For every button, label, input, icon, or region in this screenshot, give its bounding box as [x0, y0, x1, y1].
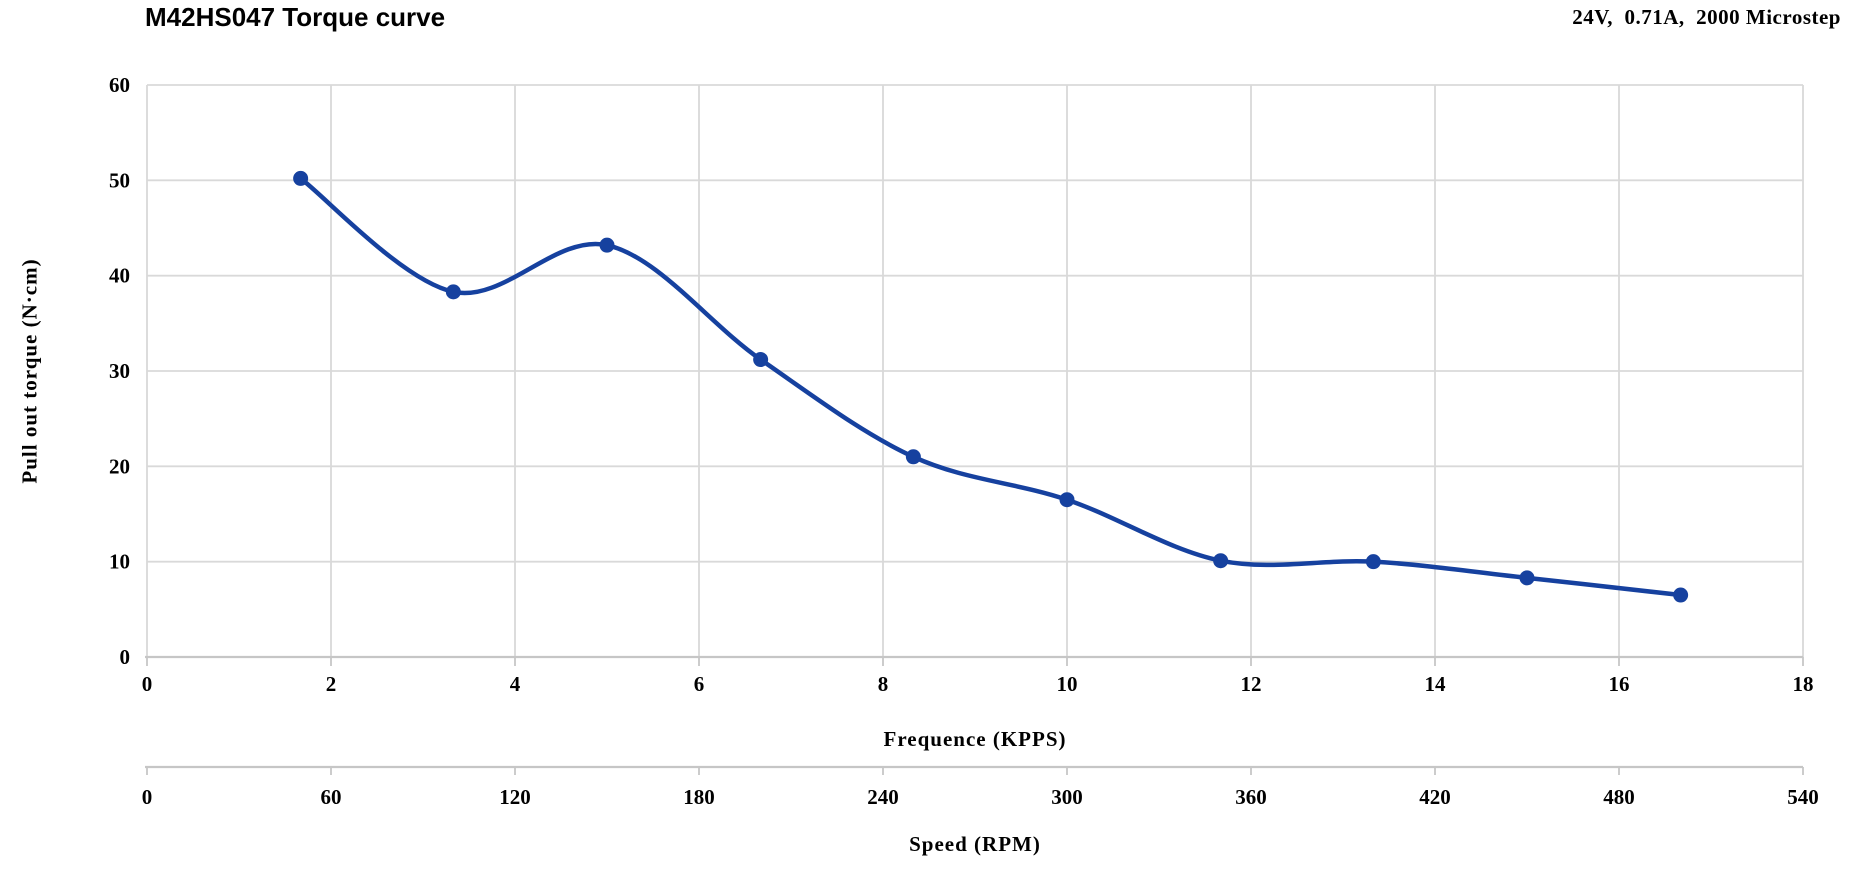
- x-axis-title-speed: Speed (RPM): [909, 832, 1041, 856]
- y-tick-label: 40: [109, 264, 130, 288]
- x-tick-label: 18: [1793, 672, 1814, 696]
- speed-tick-label: 480: [1603, 785, 1635, 809]
- x-tick-label: 4: [510, 672, 521, 696]
- speed-tick-label: 0: [142, 785, 153, 809]
- y-tick-label: 10: [109, 550, 130, 574]
- x-tick-label: 8: [878, 672, 889, 696]
- y-axis-title: Pull out torque (N·cm): [17, 258, 42, 484]
- speed-tick-label: 540: [1787, 785, 1819, 809]
- data-point-marker: [1213, 553, 1229, 569]
- torque-curve: [298, 176, 1683, 598]
- speed-tick-label: 300: [1051, 785, 1083, 809]
- speed-tick-label: 360: [1235, 785, 1267, 809]
- data-point-marker: [1365, 554, 1381, 570]
- x-tick-label: 10: [1057, 672, 1078, 696]
- x-tick-label: 6: [694, 672, 705, 696]
- data-point-marker: [1519, 570, 1535, 586]
- y-tick-label: 50: [109, 168, 130, 192]
- chart-conditions-label: 24V, 0.71A, 2000 Microstep: [1572, 5, 1841, 29]
- data-point-marker: [445, 284, 461, 300]
- speed-tick-label: 180: [683, 785, 715, 809]
- data-point-marker: [293, 170, 309, 186]
- x-tick-label: 14: [1425, 672, 1447, 696]
- chart-title: M42HS047 Torque curve: [145, 2, 446, 32]
- data-point-marker: [1673, 587, 1689, 603]
- y-tick-label: 60: [109, 73, 130, 97]
- x-tick-label: 0: [142, 672, 153, 696]
- data-point-marker: [753, 352, 769, 368]
- y-tick-label: 20: [109, 454, 130, 478]
- speed-tick-label: 420: [1419, 785, 1451, 809]
- x-tick-label: 16: [1609, 672, 1630, 696]
- x-tick-label: 12: [1241, 672, 1262, 696]
- data-point-marker: [905, 449, 921, 465]
- speed-tick-label: 60: [321, 785, 342, 809]
- data-point-marker: [1059, 492, 1075, 508]
- y-tick-label: 30: [109, 359, 130, 383]
- y-tick-label: 0: [120, 645, 131, 669]
- data-point-marker: [599, 237, 615, 253]
- speed-tick-label: 240: [867, 785, 899, 809]
- x-axis-title-frequency: Frequence (KPPS): [883, 727, 1067, 751]
- speed-tick-label: 120: [499, 785, 531, 809]
- x-tick-label: 2: [326, 672, 337, 696]
